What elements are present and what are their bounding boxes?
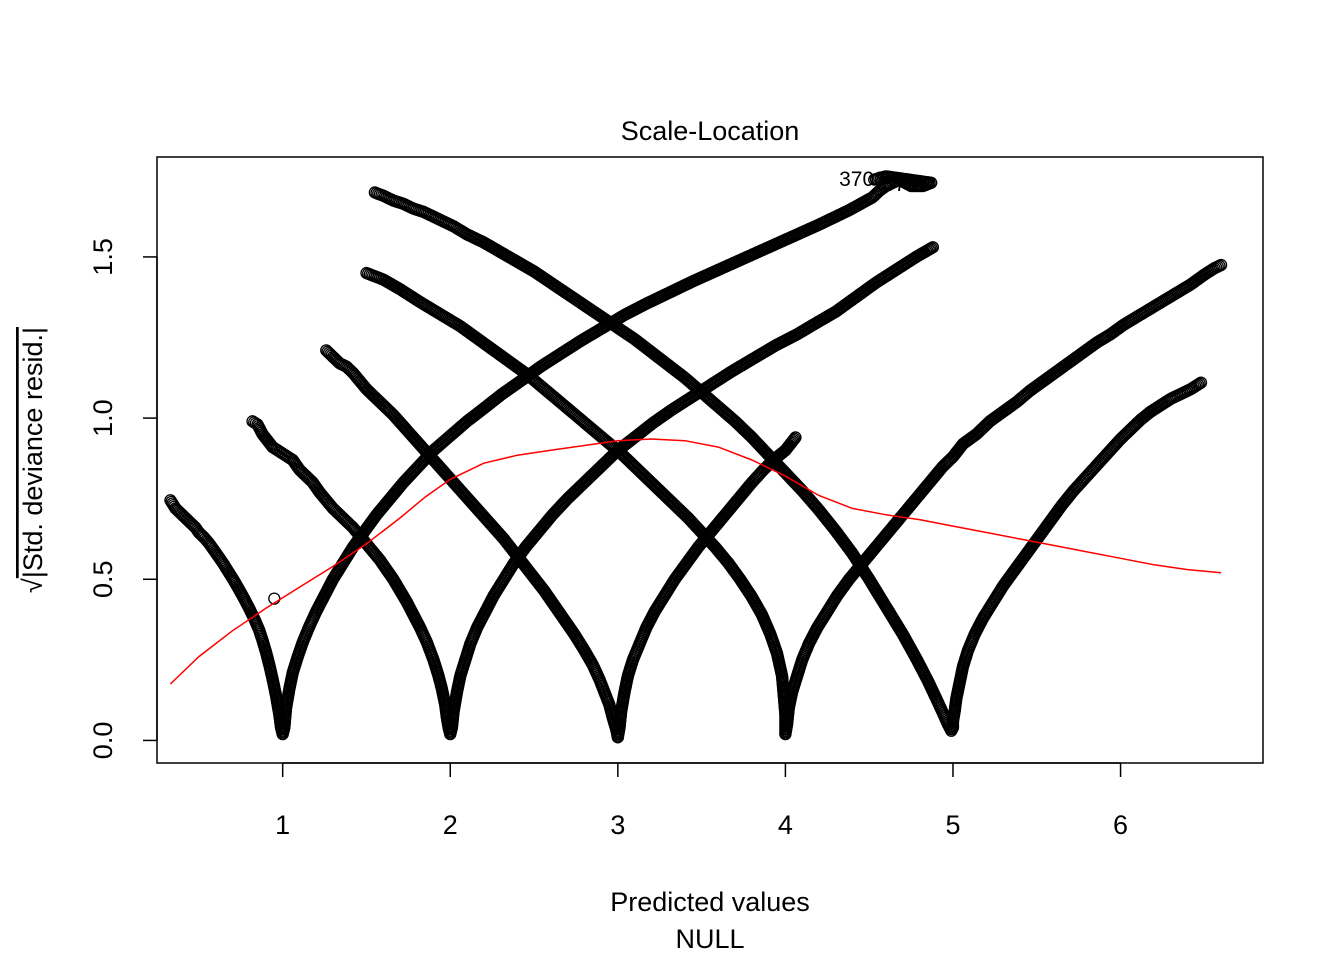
x-tick-label: 5 <box>945 810 960 840</box>
data-point <box>786 435 799 448</box>
chart-title: Scale-Location <box>621 116 800 146</box>
data-point <box>788 432 801 445</box>
data-point <box>789 431 802 444</box>
data-point <box>787 433 800 447</box>
y-tick-label: 0.5 <box>88 560 118 598</box>
y-tick-label: 0.0 <box>88 722 118 760</box>
y-axis-label: |Std. deviance resid.| <box>18 327 48 578</box>
subtitle: NULL <box>675 924 744 954</box>
x-tick-label: 1 <box>275 810 290 840</box>
data-point <box>268 592 281 605</box>
y-axis-label-group: √|Std. deviance resid.| <box>18 327 48 593</box>
x-tick-label: 2 <box>443 810 458 840</box>
svg-text:√|Std. deviance resid.|: √|Std. deviance resid.| <box>18 327 48 593</box>
x-tick-label: 6 <box>1113 810 1128 840</box>
outlier-label: 3706 <box>883 173 930 196</box>
data-point <box>868 173 881 186</box>
residual-points <box>164 170 1228 744</box>
y-axis: 0.0 0.5 1.0 1.5 <box>88 238 158 760</box>
x-tick-label: 4 <box>778 810 793 840</box>
y-tick-label: 1.5 <box>88 238 118 276</box>
smooth-trend-line <box>169 438 1222 685</box>
outlier-label: 3708 <box>839 168 886 191</box>
x-axis-label: Predicted values <box>610 887 810 917</box>
data-point <box>926 241 940 254</box>
y-tick-label: 1.0 <box>88 399 118 437</box>
y-axis-label-root: √ <box>18 578 48 593</box>
x-axis: 1 2 3 4 5 6 <box>275 762 1128 840</box>
x-tick-label: 3 <box>610 810 625 840</box>
